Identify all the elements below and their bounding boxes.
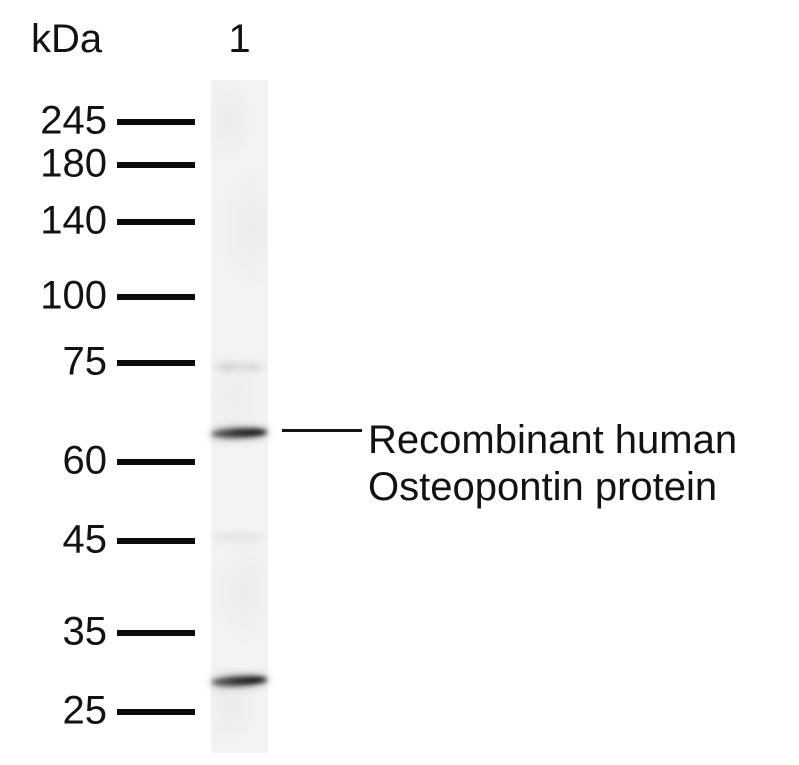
marker-kda-label: 45 bbox=[62, 517, 108, 562]
protein-band bbox=[212, 532, 267, 542]
marker-tick bbox=[117, 538, 195, 544]
marker-kda-label: 140 bbox=[40, 198, 107, 243]
marker-kda-label: 180 bbox=[40, 141, 107, 186]
protein-band bbox=[211, 427, 268, 439]
marker-tick bbox=[117, 360, 195, 366]
marker-kda-label: 25 bbox=[62, 688, 108, 733]
marker-tick bbox=[117, 630, 195, 636]
band-annotation: Recombinant human Osteopontin protein bbox=[368, 417, 737, 511]
kda-unit-label: kDa bbox=[31, 17, 103, 61]
band-annotation-line2: Osteopontin protein bbox=[368, 465, 718, 509]
marker-kda-label: 245 bbox=[40, 98, 107, 143]
annotation-pointer-line bbox=[282, 429, 362, 432]
gel-lane bbox=[211, 80, 268, 753]
marker-tick bbox=[117, 294, 195, 300]
protein-band bbox=[212, 360, 267, 374]
marker-kda-label: 100 bbox=[40, 273, 107, 318]
lane-number-label: 1 bbox=[228, 17, 251, 61]
marker-tick bbox=[117, 459, 195, 465]
marker-kda-label: 60 bbox=[62, 438, 108, 483]
marker-tick bbox=[117, 119, 195, 125]
marker-tick bbox=[117, 162, 195, 168]
band-annotation-line1: Recombinant human bbox=[368, 418, 738, 462]
protein-band bbox=[211, 675, 268, 687]
marker-tick bbox=[117, 709, 195, 715]
marker-kda-label: 75 bbox=[62, 339, 108, 384]
marker-tick bbox=[117, 219, 195, 225]
marker-kda-label: 35 bbox=[62, 609, 108, 654]
